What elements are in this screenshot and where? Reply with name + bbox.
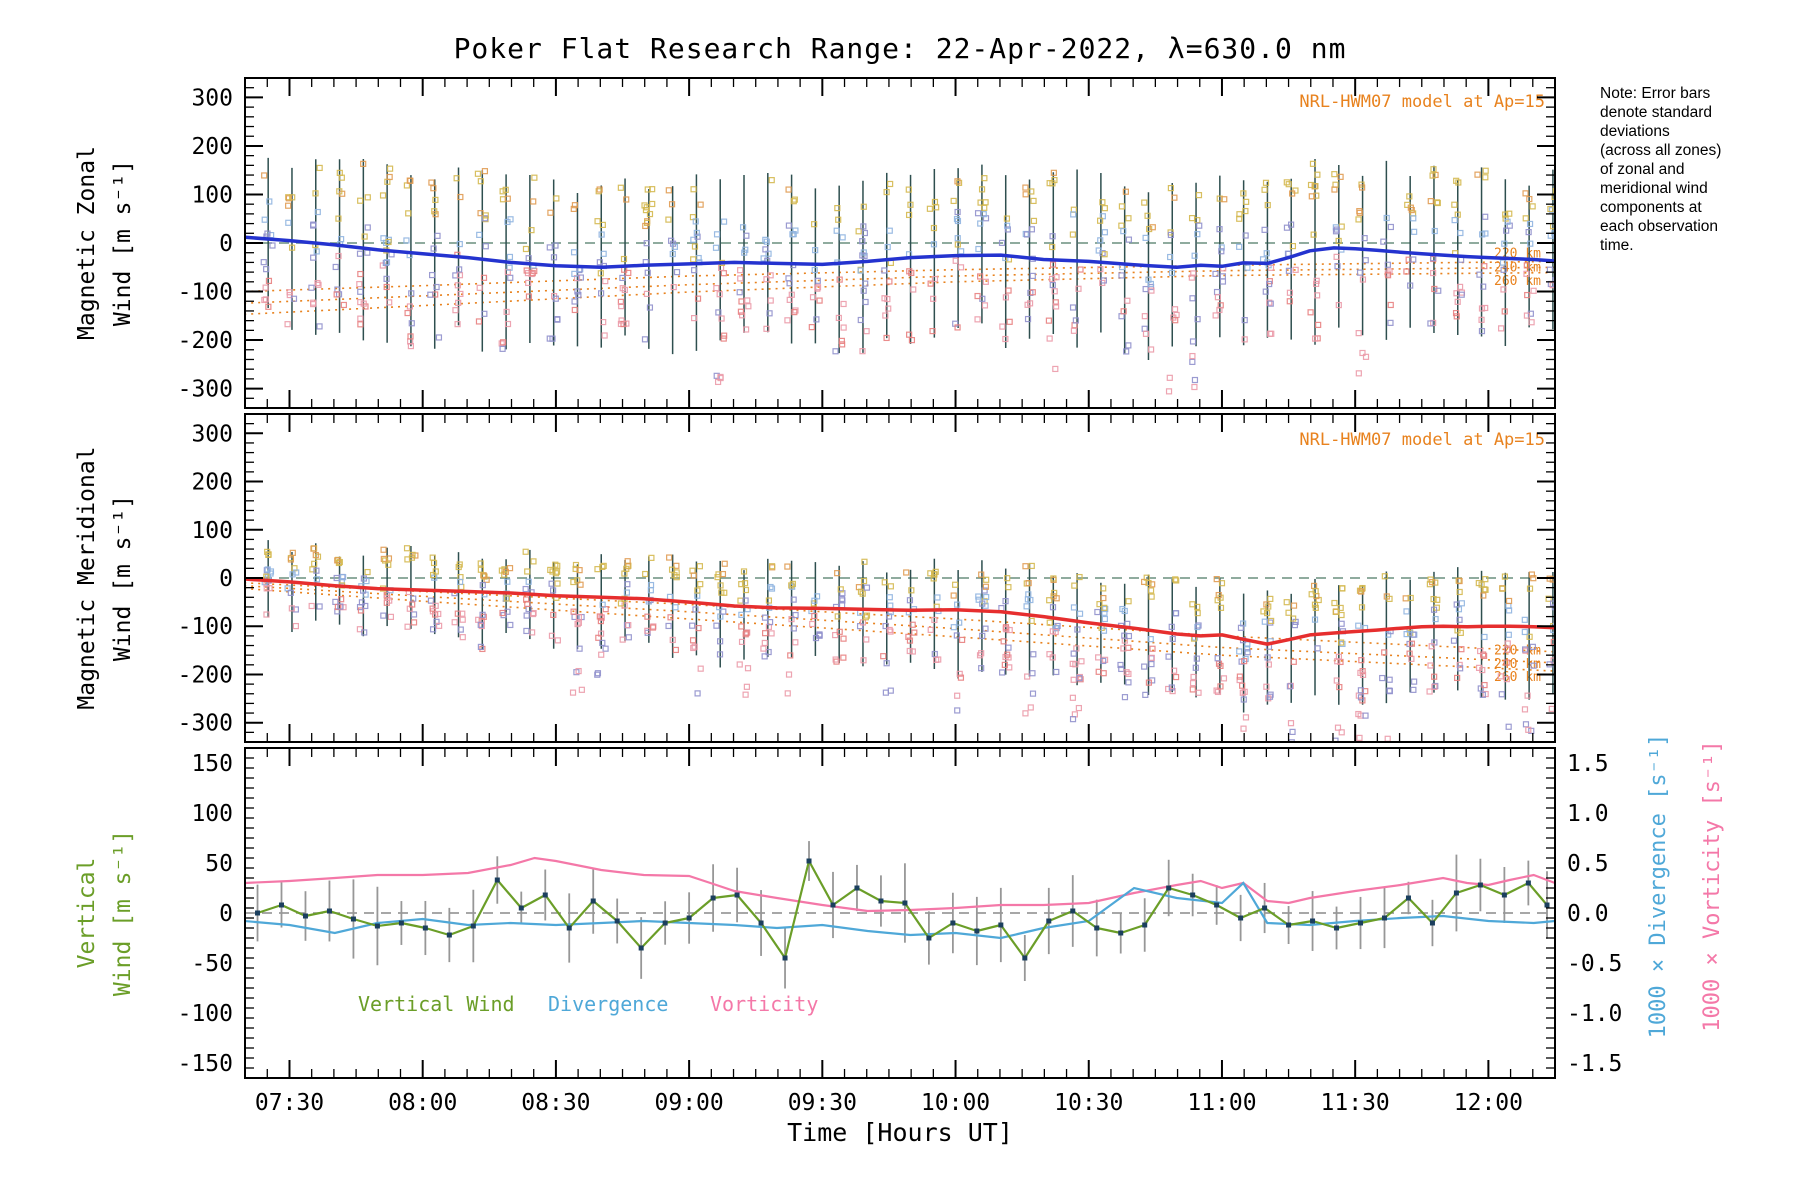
svg-text:50: 50 xyxy=(205,851,233,877)
svg-text:-150: -150 xyxy=(178,1051,233,1077)
svg-text:-1.5: -1.5 xyxy=(1567,1051,1622,1077)
svg-text:100: 100 xyxy=(191,518,233,544)
legend-divergence: Divergence xyxy=(548,992,669,1016)
svg-text:-100: -100 xyxy=(178,614,233,640)
legend-vorticity: Vorticity xyxy=(710,992,819,1016)
svg-text:0: 0 xyxy=(219,901,233,927)
svg-text:200: 200 xyxy=(191,470,233,496)
svg-text:10:00: 10:00 xyxy=(921,1090,990,1116)
note-line: each observation xyxy=(1600,218,1719,235)
legend-vertical-wind: Vertical Wind xyxy=(358,992,515,1016)
model-annotation-meridional: NRL-HWM07 model at Ap=15 xyxy=(1299,430,1545,450)
svg-text:150: 150 xyxy=(191,751,233,777)
svg-text:100: 100 xyxy=(191,801,233,827)
note-line: time. xyxy=(1600,237,1634,254)
note-line: (across all zones) xyxy=(1600,142,1722,159)
svg-text:200: 200 xyxy=(191,134,233,160)
svg-text:11:30: 11:30 xyxy=(1321,1090,1390,1116)
svg-text:0.0: 0.0 xyxy=(1567,901,1609,927)
svg-text:08:30: 08:30 xyxy=(521,1090,590,1116)
svg-text:0.5: 0.5 xyxy=(1567,851,1609,877)
vertical-panel xyxy=(245,841,1555,989)
note-line: components at xyxy=(1600,199,1702,216)
svg-text:1.5: 1.5 xyxy=(1567,751,1609,777)
svg-text:-1.0: -1.0 xyxy=(1567,1001,1622,1027)
svg-text:07:30: 07:30 xyxy=(255,1090,324,1116)
svg-text:-100: -100 xyxy=(178,280,233,306)
svg-text:100: 100 xyxy=(191,182,233,208)
svg-text:11:00: 11:00 xyxy=(1187,1090,1256,1116)
note-line: denote standard xyxy=(1600,104,1713,121)
note-line: Note: Error bars xyxy=(1600,85,1711,102)
svg-text:-0.5: -0.5 xyxy=(1567,951,1622,977)
svg-text:12:00: 12:00 xyxy=(1454,1090,1523,1116)
svg-text:-300: -300 xyxy=(178,711,233,737)
chart-title: Poker Flat Research Range: 22-Apr-2022, … xyxy=(453,32,1347,65)
note-line: of zonal and xyxy=(1600,161,1685,178)
svg-text:09:30: 09:30 xyxy=(788,1090,857,1116)
svg-text:-200: -200 xyxy=(178,662,233,688)
svg-text:10:30: 10:30 xyxy=(1054,1090,1123,1116)
model-annotation-zonal: NRL-HWM07 model at Ap=15 xyxy=(1299,92,1545,112)
svg-text:-200: -200 xyxy=(178,328,233,354)
svg-text:1.0: 1.0 xyxy=(1567,801,1609,827)
note-line: meridional wind xyxy=(1600,180,1708,197)
x-axis-label: Time [Hours UT] xyxy=(787,1118,1013,1147)
note-text: Note: Error bars denote standard deviation… xyxy=(1600,84,1796,255)
note-line: deviations xyxy=(1600,123,1670,140)
svg-text:300: 300 xyxy=(191,421,233,447)
svg-text:-100: -100 xyxy=(178,1001,233,1027)
svg-text:260 km: 260 km xyxy=(1494,670,1541,685)
svg-text:08:00: 08:00 xyxy=(388,1090,457,1116)
svg-text:0: 0 xyxy=(219,231,233,257)
svg-text:-300: -300 xyxy=(178,377,233,403)
svg-text:300: 300 xyxy=(191,85,233,111)
svg-text:-50: -50 xyxy=(191,951,233,977)
svg-text:09:00: 09:00 xyxy=(655,1090,724,1116)
svg-text:0: 0 xyxy=(219,566,233,592)
